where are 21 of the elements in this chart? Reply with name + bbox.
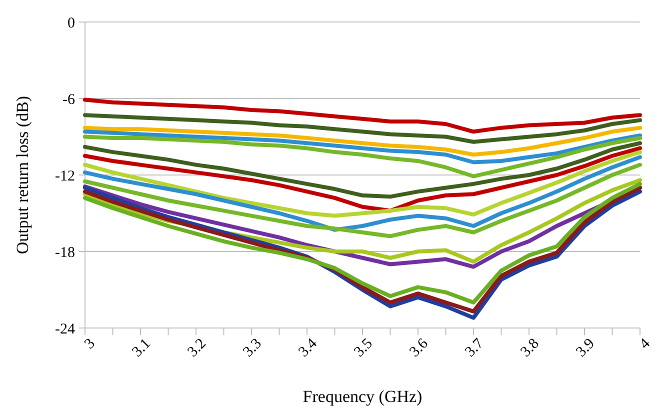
- y-tick-label: -24: [55, 321, 76, 338]
- x-tick-label: 3.3: [240, 336, 265, 360]
- x-tick-label: 3.2: [184, 336, 210, 360]
- x-tick-label: 3.4: [296, 335, 321, 360]
- x-tick-label: 3.6: [406, 335, 432, 360]
- y-tick-label: -18: [55, 244, 75, 261]
- x-tick-label: 4: [636, 335, 654, 352]
- y-tick-label: -12: [55, 168, 75, 184]
- y-tick-label: 0: [68, 15, 75, 32]
- x-tick-label: 3.9: [573, 336, 598, 360]
- line-series: [83, 126, 642, 157]
- x-tick-label: 3.5: [351, 336, 376, 360]
- y-tick-label: -6: [62, 92, 76, 108]
- x-tick-label: 3.8: [518, 336, 542, 360]
- line-series: [83, 113, 642, 144]
- x-axis-title: Frequency (GHz): [302, 387, 422, 406]
- x-tick-label: 3.1: [129, 336, 154, 360]
- line-series: [83, 130, 642, 164]
- x-tick-label: 3.7: [462, 335, 488, 360]
- y-axis-title: Output return loss (dB): [13, 96, 32, 254]
- x-tick-label: 3: [82, 336, 98, 352]
